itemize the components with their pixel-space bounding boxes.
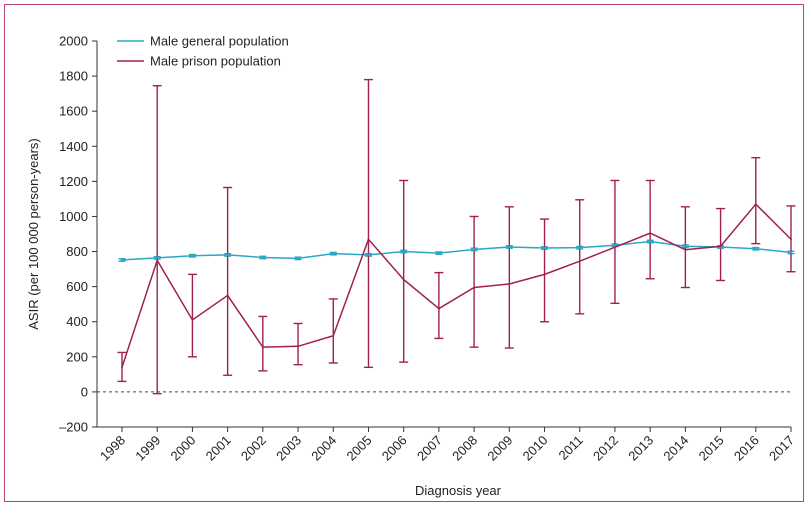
data-point [331,252,335,256]
data-point [613,243,617,247]
y-tick-label: –200 [59,420,88,435]
data-point [155,256,159,260]
data-point [508,283,511,285]
data-point [578,260,581,263]
x-tick-label: 2016 [731,433,762,464]
x-tick-label: 2004 [308,433,339,464]
y-tick-label: 1600 [59,104,88,119]
data-point [683,244,687,248]
data-point [543,273,546,276]
x-tick-label: 2006 [379,433,410,464]
data-point [332,334,335,337]
data-point [789,251,793,254]
data-point [297,345,299,348]
data-point [472,248,476,251]
data-point [296,256,300,260]
x-tick-label: 1998 [97,433,128,464]
data-point [120,258,124,262]
data-point [367,253,370,257]
y-tick-label: 1000 [59,209,88,224]
data-point [578,246,582,250]
y-tick-label: 2000 [59,34,88,49]
data-point [507,245,511,249]
y-tick-label: 400 [66,314,88,329]
x-tick-label: 2012 [590,433,621,464]
axes: –200 0 200 400 600 800 1000 1200 1400 1600 1800 200… [59,34,797,464]
x-tick-label: 2010 [520,433,551,464]
y-tick-label: 0 [81,384,88,399]
x-tick-label: 1999 [132,433,163,464]
data-point [754,247,758,251]
series-line-general-population [121,240,792,261]
confidence-intervals [117,78,796,395]
data-point [614,246,616,249]
x-tick-label: 2008 [449,433,480,464]
data-point [226,253,230,257]
y-tick-label: 800 [66,244,88,259]
data-point [473,286,476,289]
data-point [121,366,123,369]
data-point [191,254,194,258]
data-point [754,203,757,206]
x-tick-label: 2015 [696,433,727,464]
x-tick-label: 2002 [238,433,269,464]
legend: Male general population Male prison popul… [117,34,289,69]
legend-label: Male prison population [150,54,281,69]
data-point [437,307,440,310]
y-axis-label: ASIR (per 100 000 person-years) [26,138,41,329]
y-tick-label: 200 [66,349,88,364]
y-tick-label: 1800 [59,69,88,84]
x-tick-label: 2011 [555,433,585,463]
y-tick-label: 1200 [59,174,88,189]
data-point [719,245,722,248]
data-point [402,250,406,253]
data-point [790,238,792,241]
line-chart: –200 0 200 400 600 800 1000 1200 1400 1600 1800 200… [26,34,797,499]
x-tick-label: 2017 [766,433,797,464]
data-point [367,238,370,241]
x-tick-label: 2007 [414,433,445,464]
series-lines [120,203,793,369]
x-tick-label: 2001 [203,433,234,464]
data-point [437,251,441,255]
y-tick-label: 1400 [59,139,88,154]
x-tick-label: 2009 [484,433,515,464]
data-point [261,346,264,349]
data-point [402,278,405,281]
x-tick-label: 2014 [660,433,691,464]
data-point [226,294,229,297]
x-tick-label: 2013 [625,433,656,464]
legend-label: Male general population [150,34,289,49]
x-tick-label: 2000 [167,433,198,464]
data-point [648,240,652,243]
data-point [543,246,546,250]
data-point [191,319,194,321]
x-tick-label: 2005 [344,433,375,464]
x-tick-label: 2003 [273,433,304,464]
series-line-prison-population [121,203,792,368]
data-point [156,259,159,262]
y-tick-label: 600 [66,279,88,294]
chart-frame: –200 0 200 400 600 800 1000 1200 1400 1600 1800 200… [4,4,804,502]
data-point [684,248,687,251]
x-axis-label: Diagnosis year [415,483,502,498]
data-point [261,256,265,259]
data-point [649,232,652,235]
